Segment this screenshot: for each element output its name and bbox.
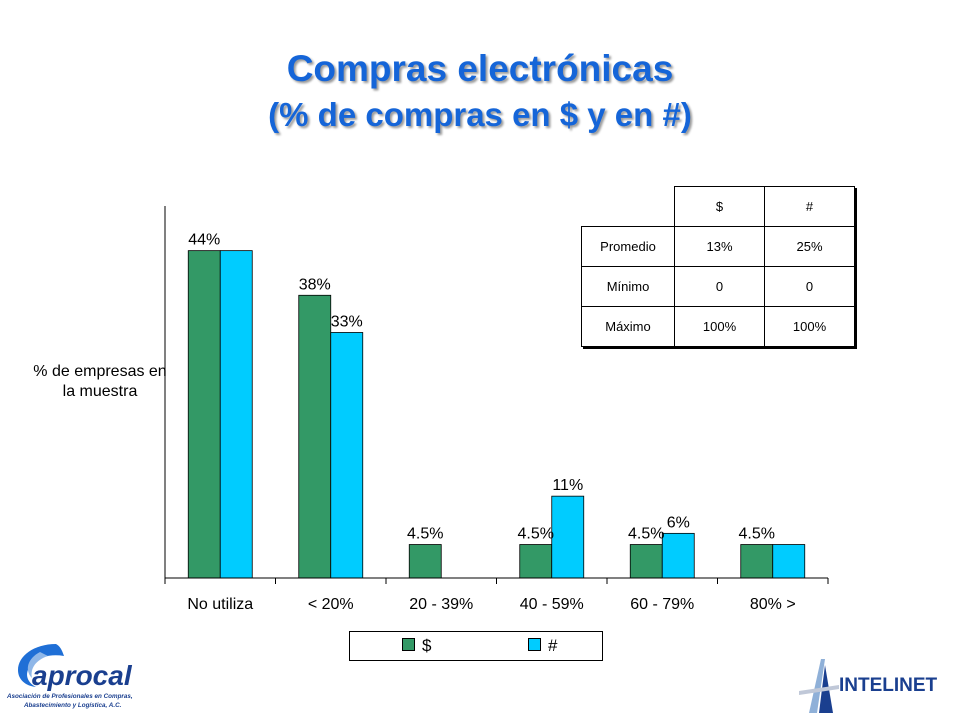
stats-cell: 0 bbox=[674, 266, 765, 307]
stats-row-label: Máximo bbox=[581, 306, 675, 347]
legend-swatch-count bbox=[528, 638, 541, 652]
stats-row-promedio: Promedio 13% 25% bbox=[581, 226, 855, 267]
data-label: 11% bbox=[552, 477, 583, 494]
stats-cell: 100% bbox=[674, 306, 765, 347]
chart-title: Compras electrónicas bbox=[286, 48, 674, 89]
stats-row-label: Mínimo bbox=[581, 266, 675, 307]
x-tick-label: 40 - 59% bbox=[520, 596, 584, 613]
intelinet-mark-left-icon bbox=[809, 659, 825, 713]
bar-dollar bbox=[187, 250, 221, 579]
bar-count bbox=[661, 532, 695, 579]
data-label: 4.5% bbox=[739, 526, 775, 543]
legend-item-count: # bbox=[528, 637, 557, 655]
data-label: 44% bbox=[188, 232, 220, 249]
legend-label-count: # bbox=[548, 636, 558, 655]
chart-subtitle: (% de compras en $ y en #) bbox=[268, 96, 692, 133]
stats-row-maximo: Máximo 100% 100% bbox=[581, 306, 855, 347]
stats-header-dollar: $ bbox=[674, 186, 765, 227]
bar-count bbox=[772, 544, 806, 579]
aprocal-logo: aprocal Asociación de Profesionales en C… bbox=[6, 644, 133, 709]
legend-swatch-dollar bbox=[402, 638, 415, 652]
stats-header-corner bbox=[582, 187, 675, 227]
intelinet-wordmark: INTELINET bbox=[839, 675, 938, 696]
bar-dollar bbox=[519, 544, 553, 579]
stats-cell: 0 bbox=[764, 266, 855, 307]
aprocal-swoosh-icon bbox=[18, 644, 64, 687]
x-tick-label: 60 - 79% bbox=[630, 596, 694, 613]
x-tick-label: No utiliza bbox=[187, 596, 253, 613]
aprocal-caption-1: Asociación de Profesionales en Compras, bbox=[6, 693, 133, 700]
data-label: 6% bbox=[667, 514, 690, 531]
x-tick-label: < 20% bbox=[308, 596, 354, 613]
legend-item-dollar: $ bbox=[402, 637, 431, 655]
stats-cell: 13% bbox=[674, 226, 765, 267]
data-label: 38% bbox=[299, 276, 331, 293]
aprocal-swoosh-highlight bbox=[27, 652, 48, 678]
chart-legend: $ # bbox=[349, 631, 603, 661]
y-axis-label: % de empresas en la muestra bbox=[33, 363, 167, 400]
x-tick-label: 20 - 39% bbox=[409, 596, 473, 613]
bar-count bbox=[330, 332, 364, 579]
intelinet-logo: INTELINET bbox=[799, 659, 938, 713]
data-label: 33% bbox=[331, 313, 363, 330]
legend-label-dollar: $ bbox=[422, 636, 432, 655]
stats-row-minimo: Mínimo 0 0 bbox=[581, 266, 855, 307]
stats-row-label: Promedio bbox=[581, 226, 675, 267]
stats-table: $ # Promedio 13% 25% Mínimo 0 0 Máximo 1… bbox=[581, 186, 855, 347]
bar-count bbox=[551, 495, 585, 579]
x-tick-label: 80% > bbox=[750, 596, 796, 613]
bar-count bbox=[219, 250, 253, 579]
bar-dollar bbox=[629, 544, 663, 579]
data-label: 4.5% bbox=[407, 526, 443, 543]
data-label: 4.5% bbox=[518, 526, 554, 543]
stats-header-row: $ # bbox=[582, 186, 855, 227]
stats-cell: 25% bbox=[764, 226, 855, 267]
aprocal-caption-2: Abastecimiento y Logística, A.C. bbox=[23, 702, 122, 709]
bar-dollar bbox=[408, 544, 442, 579]
stats-header-count: # bbox=[764, 186, 855, 227]
bar-dollar bbox=[298, 294, 332, 579]
intelinet-mark-bar-icon bbox=[799, 685, 839, 695]
data-label: 4.5% bbox=[628, 526, 664, 543]
aprocal-wordmark: aprocal bbox=[32, 660, 133, 691]
bar-dollar bbox=[740, 544, 774, 579]
stats-cell: 100% bbox=[764, 306, 855, 347]
